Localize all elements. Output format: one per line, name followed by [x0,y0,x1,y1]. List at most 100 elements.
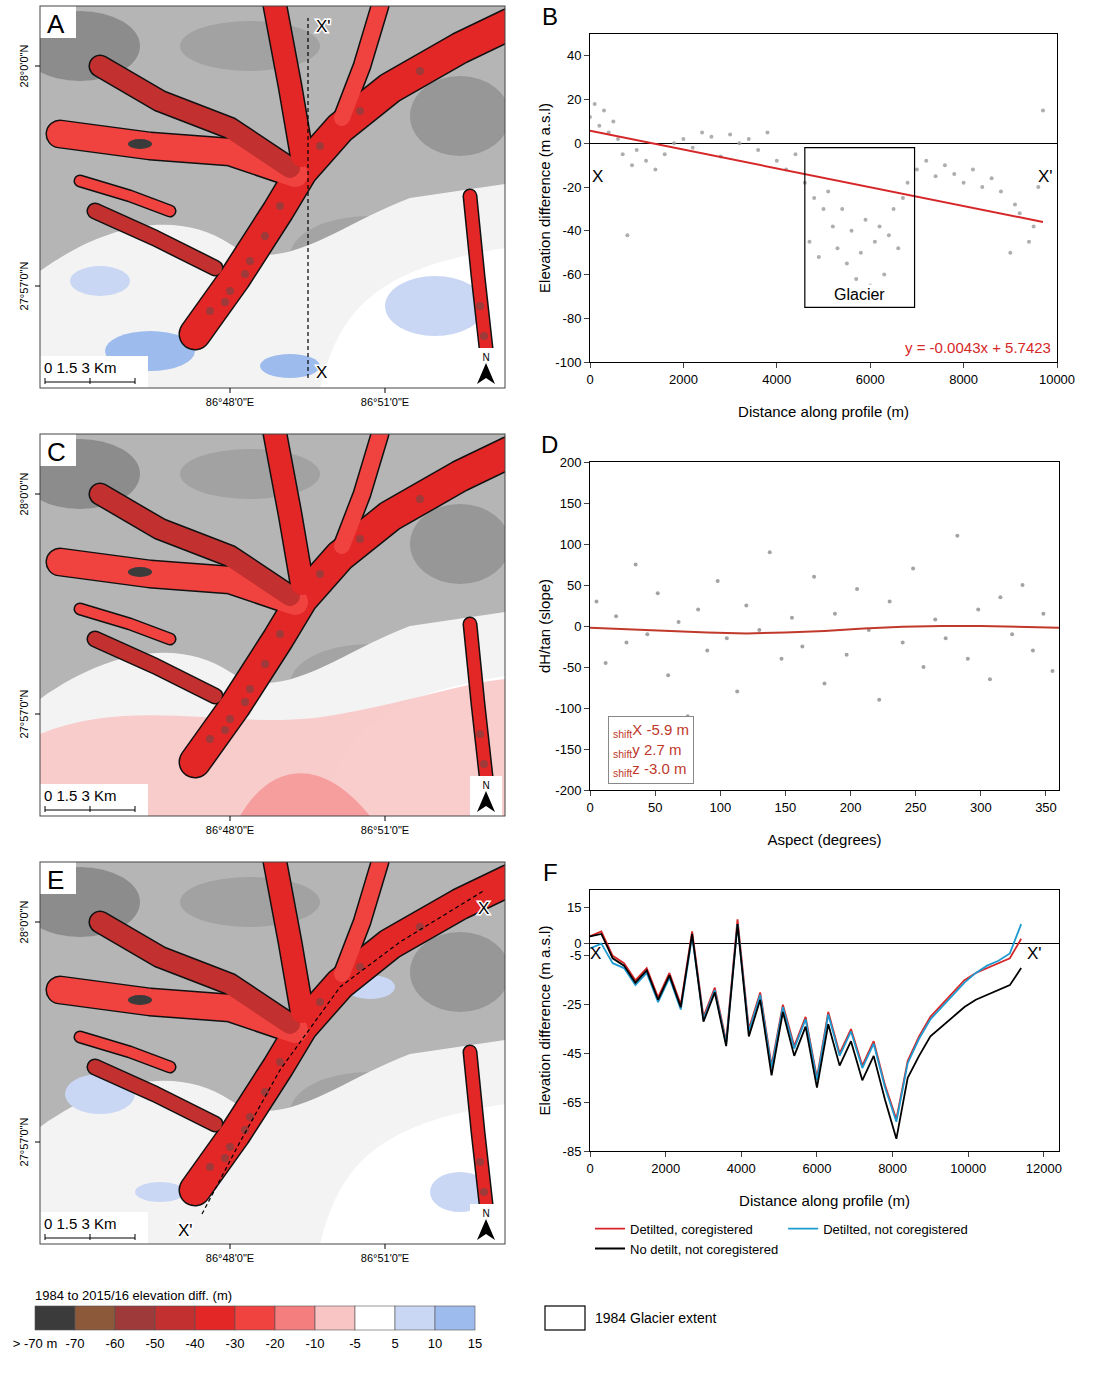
svg-text:2000: 2000 [669,372,698,387]
svg-text:6000: 6000 [856,372,885,387]
svg-text:X': X' [178,1221,193,1240]
svg-text:-5: -5 [570,948,582,963]
svg-text:0: 0 [586,800,593,815]
svg-text:-50: -50 [146,1336,165,1351]
svg-text:50: 50 [567,578,581,593]
svg-text:12000: 12000 [1026,1161,1062,1176]
svg-text:-10: -10 [306,1336,325,1351]
svg-text:200: 200 [560,455,582,470]
svg-text:-20: -20 [563,180,582,195]
svg-text:Distance along profile (m): Distance along profile (m) [738,403,909,420]
svg-text:10000: 10000 [950,1161,986,1176]
svg-text:86°51'0"E: 86°51'0"E [361,824,409,836]
svg-text:D: D [541,431,558,458]
svg-text:Glacier: Glacier [834,286,885,303]
svg-text:10000: 10000 [1039,372,1075,387]
svg-text:X: X [316,363,327,382]
svg-text:15: 15 [567,900,581,915]
svg-text:> -70 m: > -70 m [13,1336,57,1351]
svg-text:F: F [543,859,558,886]
svg-text:350: 350 [1035,800,1057,815]
svg-text:X: X [592,167,603,186]
svg-text:dH/tan (slope): dH/tan (slope) [536,579,553,673]
svg-text:-40: -40 [563,223,582,238]
svg-text:0: 0 [586,372,593,387]
svg-text:-100: -100 [555,355,581,370]
svg-text:250: 250 [905,800,927,815]
svg-text:0 1.5 3 Km: 0 1.5 3 Km [44,359,117,376]
svg-text:15: 15 [468,1336,482,1351]
svg-text:X: X [590,944,601,963]
svg-text:4000: 4000 [762,372,791,387]
svg-text:8000: 8000 [949,372,978,387]
svg-text:0: 0 [574,136,581,151]
svg-text:86°48'0"E: 86°48'0"E [206,1252,254,1264]
svg-text:40: 40 [567,48,581,63]
svg-text:X': X' [1027,944,1042,963]
svg-text:0: 0 [574,936,581,951]
svg-text:C: C [47,437,66,467]
svg-text:-25: -25 [563,997,582,1012]
svg-text:X: X [478,899,489,918]
svg-text:-70: -70 [66,1336,85,1351]
svg-text:-30: -30 [226,1336,245,1351]
svg-text:0: 0 [586,1161,593,1176]
svg-text:50: 50 [648,800,662,815]
svg-text:X': X' [316,17,331,36]
svg-text:-60: -60 [563,267,582,282]
svg-text:1984 Glacier extent: 1984 Glacier extent [595,1310,717,1326]
svg-text:Distance along profile (m): Distance along profile (m) [739,1192,910,1209]
svg-text:1984 to 2015/16 elevation diff: 1984 to 2015/16 elevation diff. (m) [35,1288,232,1303]
svg-text:No detilt, not coregistered: No detilt, not coregistered [630,1242,778,1257]
svg-text:Detilted, coregistered: Detilted, coregistered [630,1222,753,1237]
svg-text:28°0'0"N: 28°0'0"N [18,901,30,944]
svg-text:N: N [482,780,489,791]
svg-text:0 1.5 3 Km: 0 1.5 3 Km [44,787,117,804]
svg-text:86°51'0"E: 86°51'0"E [361,1252,409,1264]
svg-text:100: 100 [709,800,731,815]
svg-text:27°57'0"N: 27°57'0"N [18,689,30,738]
svg-text:27°57'0"N: 27°57'0"N [18,1117,30,1166]
svg-text:0 1.5 3 Km: 0 1.5 3 Km [44,1215,117,1232]
svg-text:150: 150 [560,496,582,511]
svg-text:-45: -45 [563,1046,582,1061]
svg-text:100: 100 [560,537,582,552]
svg-text:20: 20 [567,92,581,107]
svg-text:6000: 6000 [802,1161,831,1176]
svg-text:86°48'0"E: 86°48'0"E [206,824,254,836]
svg-text:X': X' [1038,167,1053,186]
svg-text:300: 300 [970,800,992,815]
svg-text:Aspect (degrees): Aspect (degrees) [767,831,881,848]
svg-text:5: 5 [391,1336,398,1351]
svg-text:​shift​X -5.9 m​shift​y 2.7 m​: ​shift​X -5.9 m​shift​y 2.7 m​shift​z -3… [613,721,689,779]
svg-text:N: N [482,352,489,363]
svg-text:0: 0 [574,619,581,634]
svg-text:2000: 2000 [651,1161,680,1176]
svg-text:200: 200 [840,800,862,815]
svg-text:E: E [47,865,64,895]
svg-text:B: B [542,3,558,30]
svg-text:N: N [482,1208,489,1219]
svg-text:-60: -60 [106,1336,125,1351]
svg-text:-50: -50 [563,660,582,675]
svg-text:-85: -85 [563,1144,582,1159]
svg-text:28°0'0"N: 28°0'0"N [18,473,30,516]
svg-text:-20: -20 [266,1336,285,1351]
svg-text:y = -0.0043x + 5.7423: y = -0.0043x + 5.7423 [905,339,1051,356]
svg-text:-5: -5 [349,1336,361,1351]
svg-text:-150: -150 [555,742,581,757]
svg-text:27°57'0"N: 27°57'0"N [18,261,30,310]
svg-text:28°0'0"N: 28°0'0"N [18,45,30,88]
svg-text:-200: -200 [555,783,581,798]
svg-text:A: A [47,9,65,39]
svg-text:150: 150 [775,800,797,815]
svg-text:-40: -40 [186,1336,205,1351]
svg-text:86°51'0"E: 86°51'0"E [361,396,409,408]
svg-text:4000: 4000 [727,1161,756,1176]
svg-text:Detilted, not coregistered: Detilted, not coregistered [823,1222,968,1237]
svg-text:Elevation difference (m a.s.l): Elevation difference (m a.s.l) [536,926,553,1116]
svg-text:8000: 8000 [878,1161,907,1176]
svg-text:-65: -65 [563,1095,582,1110]
svg-text:86°48'0"E: 86°48'0"E [206,396,254,408]
svg-text:10: 10 [428,1336,442,1351]
